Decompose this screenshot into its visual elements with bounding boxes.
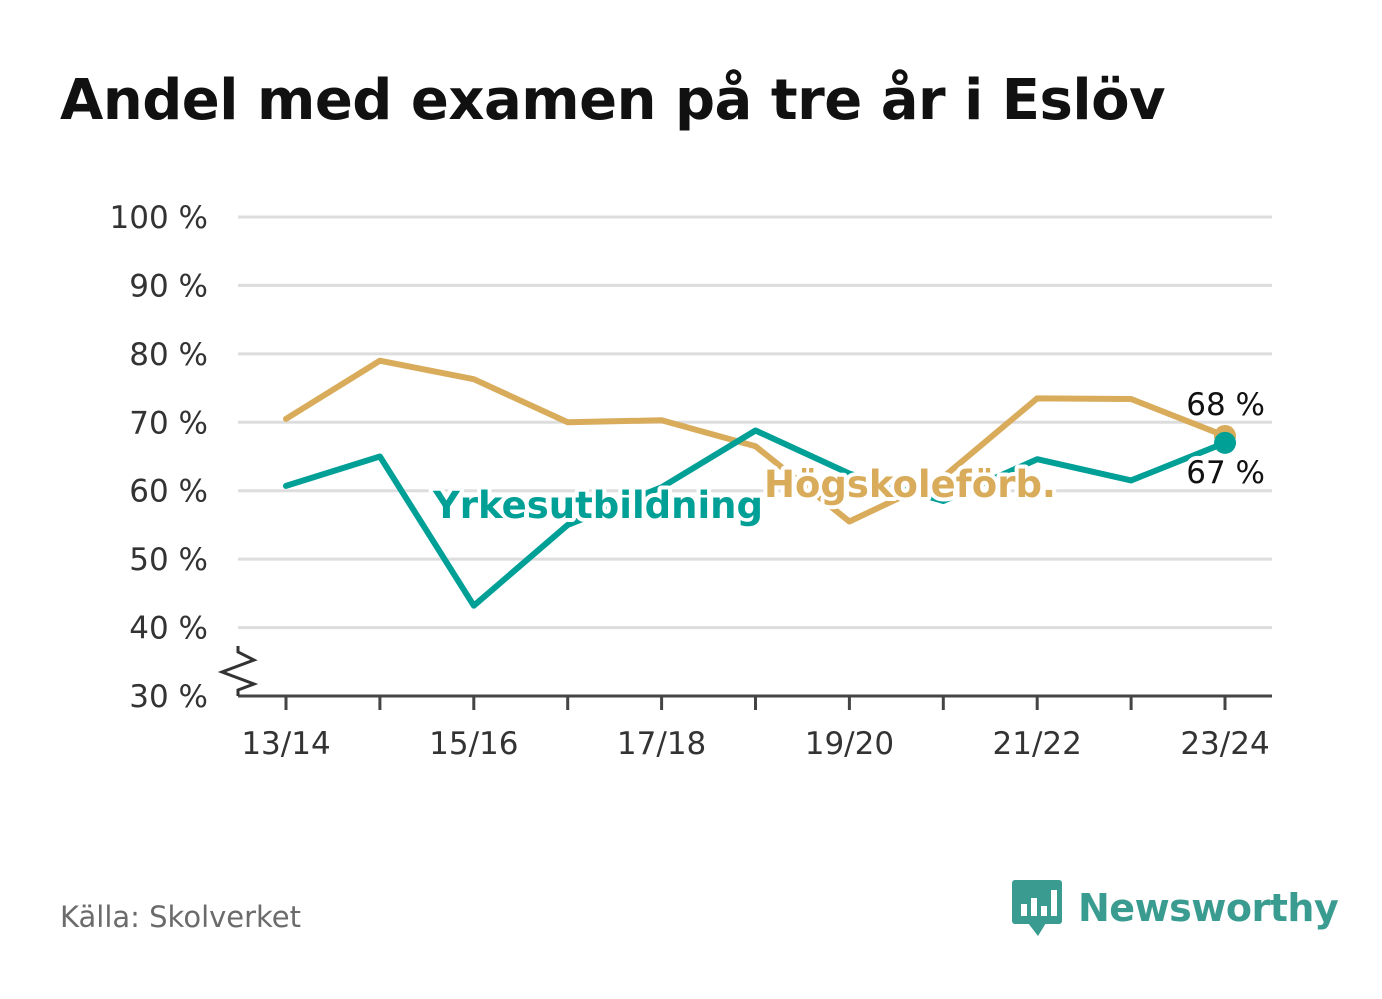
y-axis-ticks: 30 % 40 % 50 % 60 % 70 % 80 % 90 % 100 % (110, 200, 208, 715)
x-tick-label: 19/20 (805, 726, 894, 762)
end-value-label: 67 % (1186, 455, 1265, 491)
gridlines (238, 215, 1272, 630)
y-tick-label: 50 % (129, 542, 208, 578)
y-tick-label: 100 % (110, 200, 208, 236)
x-tick-label: 21/22 (993, 726, 1082, 762)
y-tick-label: 60 % (129, 474, 208, 510)
y-tick-label: 90 % (129, 268, 208, 304)
y-tick-label: 30 % (129, 679, 208, 715)
x-tick-label: 17/18 (617, 726, 706, 762)
source-note: Källa: Skolverket (60, 900, 302, 934)
series-line (283, 357, 1228, 525)
y-tick-label: 40 % (129, 611, 208, 647)
axis-break-icon (217, 646, 259, 696)
series-label: Högskoleförb. (764, 463, 1056, 506)
x-tick-label: 15/16 (429, 726, 518, 762)
x-tick-label: 23/24 (1180, 726, 1269, 762)
series-labels: Yrkesutbildning Högskoleförb. 68 % 67 % (428, 383, 1269, 531)
brand-name: Newsworthy (1078, 886, 1339, 930)
brand-logo: Newsworthy (1010, 878, 1339, 938)
series-line (283, 427, 1228, 609)
y-tick-label: 80 % (129, 337, 208, 373)
x-tick-label: 13/14 (241, 726, 330, 762)
end-value-label: 68 % (1186, 387, 1265, 423)
newsworthy-logo-icon (1012, 880, 1062, 936)
series-label: Yrkesutbildning (432, 484, 763, 527)
end-point-marker (1214, 431, 1236, 454)
series-lines (283, 357, 1236, 609)
page-title: Andel med examen på tre år i Eslöv (60, 68, 1166, 133)
y-tick-label: 70 % (129, 405, 208, 441)
x-axis: 13/14 15/16 17/18 19/20 21/22 23/24 (217, 646, 1272, 762)
